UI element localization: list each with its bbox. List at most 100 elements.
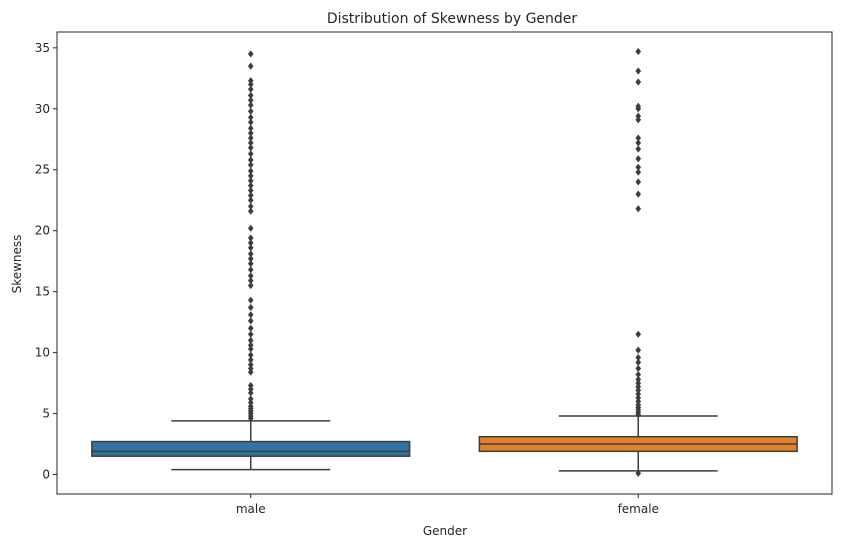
outlier-point (635, 78, 642, 86)
outlier-point (247, 156, 254, 164)
chart-title: Distribution of Skewness by Gender (327, 11, 578, 27)
outlier-point (635, 375, 642, 384)
outlier-point (635, 383, 642, 391)
outlier-point (247, 161, 254, 169)
outlier-point (635, 330, 642, 338)
outlier-point (247, 255, 254, 263)
outlier-point (635, 364, 642, 373)
x-tick-label: female (618, 502, 659, 516)
outlier-point (247, 389, 254, 397)
outlier-point (247, 239, 254, 247)
outlier-point (247, 244, 254, 252)
outlier-point (247, 107, 254, 115)
outlier-point (247, 317, 254, 325)
outlier-point (635, 379, 642, 387)
outlier-point (635, 469, 642, 477)
outlier-point (247, 385, 254, 393)
outlier-point (635, 397, 642, 405)
y-tick-label: 5 (42, 407, 50, 421)
outlier-point (247, 172, 254, 180)
outlier-point (635, 134, 642, 142)
plot-area (91, 47, 798, 477)
outlier-point (247, 330, 254, 338)
outlier-point (635, 205, 642, 213)
outlier-point (247, 364, 254, 373)
outlier-point (635, 47, 642, 56)
outlier-point (247, 381, 254, 390)
y-axis-label: Skewness (10, 235, 24, 294)
outlier-point (635, 168, 642, 176)
outlier-point (635, 390, 642, 398)
outlier-point (247, 191, 254, 199)
outlier-point (247, 144, 254, 152)
outlier-point (635, 386, 642, 394)
box-female (478, 47, 798, 477)
y-tick-label: 0 (42, 467, 50, 481)
outlier-point (247, 91, 254, 99)
outlier-point (247, 368, 254, 376)
outlier-point (247, 272, 254, 280)
plot-frame (56, 31, 833, 495)
outlier-point (247, 77, 254, 85)
outlier-point (247, 167, 254, 175)
outlier-point (247, 398, 254, 407)
outlier-point (247, 101, 254, 109)
outlier-point (247, 250, 254, 258)
outlier-point (247, 177, 254, 185)
outlier-point (247, 324, 254, 332)
x-axis-label: Gender (423, 524, 467, 538)
outlier-point (247, 356, 254, 364)
outlier-point (247, 351, 254, 359)
outlier-point (247, 118, 254, 126)
outlier-point (247, 345, 254, 353)
y-tick-label: 35 (35, 41, 50, 55)
outlier-point (635, 401, 642, 409)
y-tick-label: 15 (35, 285, 50, 299)
outlier-point (247, 186, 254, 195)
x-tick-label: male (236, 502, 266, 516)
outlier-point (247, 207, 254, 215)
outlier-point (247, 96, 254, 104)
y-tick-label: 25 (35, 163, 50, 177)
outlier-point (247, 277, 254, 285)
outlier-point (247, 202, 254, 210)
outlier-point (247, 85, 254, 93)
outlier-point (247, 181, 254, 190)
outlier-point (635, 139, 642, 147)
y-tick-label: 10 (35, 346, 50, 360)
outlier-point (247, 395, 254, 403)
outlier-point (635, 155, 642, 163)
outlier-point (247, 303, 254, 312)
y-tick-label: 30 (35, 102, 50, 116)
outlier-point (247, 260, 254, 268)
outlier-point (247, 62, 254, 70)
outlier-point (247, 196, 254, 204)
outlier-point (635, 370, 642, 379)
outlier-point (635, 102, 642, 110)
outlier-point (247, 341, 254, 349)
outlier-point (635, 112, 642, 120)
y-tick-label: 20 (35, 224, 50, 238)
outlier-point (247, 234, 254, 242)
outlier-point (247, 150, 254, 158)
outlier-point (247, 336, 254, 345)
outlier-point (247, 266, 254, 274)
outlier-point (247, 281, 254, 290)
outlier-point (635, 358, 642, 366)
outlier-point (247, 361, 254, 369)
outlier-point (247, 124, 254, 132)
outlier-point (635, 346, 642, 354)
iqr-box (91, 440, 411, 457)
outlier-point (635, 145, 642, 153)
outlier-point (635, 394, 642, 402)
outlier-point (635, 116, 642, 124)
outlier-point (247, 134, 254, 142)
outlier-point (635, 163, 642, 171)
outlier-point (247, 113, 254, 121)
outlier-point (247, 139, 254, 147)
outlier-point (247, 80, 254, 89)
box-male (91, 50, 411, 471)
outlier-point (635, 353, 642, 362)
outlier-point (247, 224, 254, 232)
